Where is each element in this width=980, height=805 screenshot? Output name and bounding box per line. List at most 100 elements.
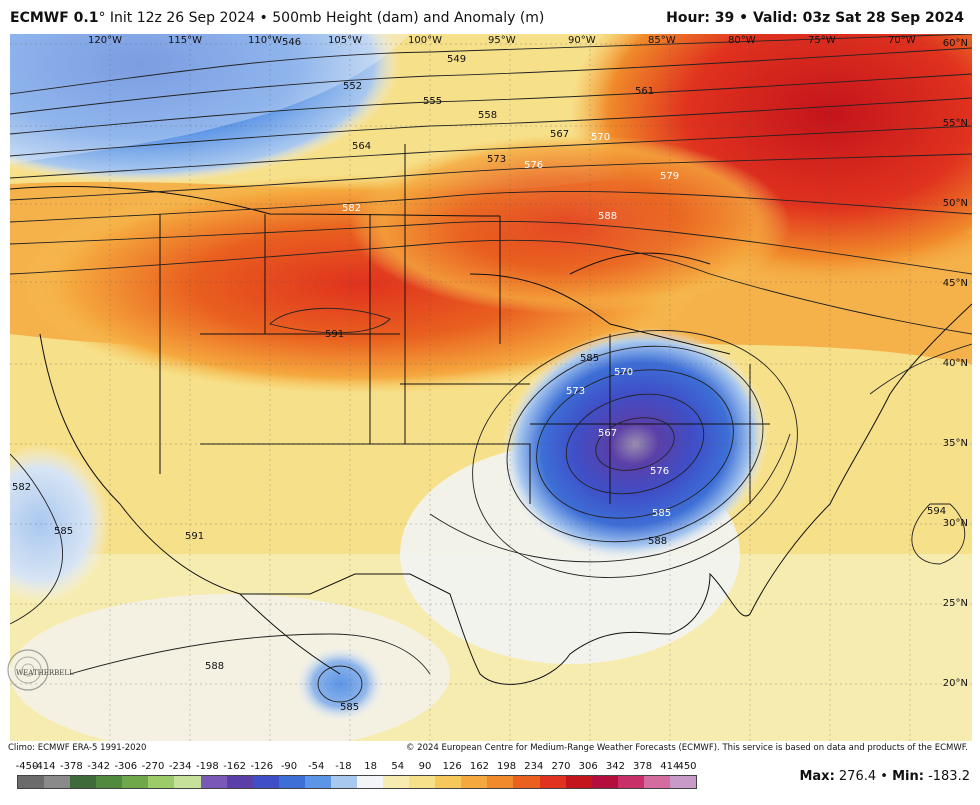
lat-label: 55°N	[943, 118, 968, 129]
color-tick-label: -450	[15, 761, 39, 772]
contour-label: 594	[927, 506, 946, 517]
contour-label: 588	[598, 211, 617, 222]
valid-separator: •	[739, 10, 749, 26]
color-swatch	[487, 776, 514, 788]
color-swatch	[278, 776, 305, 788]
color-tick-label: -306	[114, 761, 138, 772]
color-tick-label: -90	[280, 761, 298, 772]
contour-label: 549	[447, 54, 466, 65]
lat-label: 45°N	[943, 278, 968, 289]
borders	[10, 144, 972, 685]
color-tick-label: 54	[391, 761, 405, 772]
valid-label: Valid:	[752, 10, 798, 26]
contour-label: 588	[205, 661, 224, 672]
product-name: 500mb Height (dam) and Anomaly (m)	[272, 10, 545, 26]
lon-label: 115°W	[168, 35, 202, 46]
contour-label: 576	[650, 466, 669, 477]
color-legend-ticks: -450 -414 -378 -342 -306 -270 -234 -198 -162 -126…	[15, 761, 697, 773]
color-tick-label: -270	[141, 761, 165, 772]
color-swatch	[565, 776, 592, 788]
weather-map[interactable]: 120°W 115°W 110°W 105°W 100°W 95°W 90°W …	[10, 34, 972, 741]
latitude-labels: 60°N 55°N 50°N 45°N 40°N 35°N 30°N 25°N …	[943, 38, 968, 689]
color-tick-label: 450	[677, 761, 697, 772]
color-tick-label: -342	[87, 761, 110, 772]
color-tick-label: 342	[605, 761, 625, 772]
contour-label: 561	[635, 86, 654, 97]
lon-label: 70°W	[888, 35, 916, 46]
contour-labels: 546 549 552 555 558 561 564 567 570 573 …	[12, 37, 946, 713]
color-swatch	[435, 776, 462, 788]
min-label: Min:	[892, 769, 924, 784]
contour-label: 570	[591, 132, 610, 143]
valid-value: 03z Sat 28 Sep 2024	[802, 10, 964, 26]
copyright-note: © 2024 European Centre for Medium-Range …	[405, 743, 968, 753]
color-legend: -450 -414 -378 -342 -306 -270 -234 -198 -162 -126…	[15, 761, 697, 791]
title-separator: •	[259, 10, 268, 26]
color-swatch	[148, 776, 175, 788]
contour-label: 552	[343, 81, 362, 92]
logo-graphic: WEATHERBELL	[7, 649, 74, 691]
contour-label: 585	[652, 508, 671, 519]
color-tick-label: 234	[524, 761, 544, 772]
contour-label: 588	[648, 536, 667, 547]
color-swatch	[591, 776, 618, 788]
color-tick-label: 414	[660, 761, 680, 772]
lat-label: 35°N	[943, 438, 968, 449]
lat-label: 50°N	[943, 198, 968, 209]
degree-mark: °	[98, 10, 106, 26]
lon-label: 95°W	[488, 35, 516, 46]
hour-label: Hour:	[666, 10, 710, 26]
contour-label: 573	[566, 386, 585, 397]
contour-label: 546	[282, 37, 301, 48]
climo-note: Climo: ECMWF ERA-5 1991-2020	[8, 743, 147, 753]
contour-label: 567	[598, 428, 617, 439]
contour-label: 585	[340, 702, 359, 713]
min-value: -183.2	[928, 769, 970, 784]
northwest-trough	[10, 34, 400, 184]
footer: Climo: ECMWF ERA-5 1991-2020 © 2024 Euro…	[0, 741, 980, 805]
color-swatch	[18, 776, 45, 788]
init-time: Init 12z 26 Sep 2024	[109, 10, 256, 26]
contour-label: 558	[478, 110, 497, 121]
model-name: ECMWF 0.1	[10, 10, 99, 26]
map-canvas: 120°W 115°W 110°W 105°W 100°W 95°W 90°W …	[10, 34, 972, 741]
color-swatch	[304, 776, 331, 788]
lat-label: 25°N	[943, 598, 968, 609]
lon-label: 100°W	[408, 35, 442, 46]
color-tick-label: 162	[469, 761, 489, 772]
color-swatch	[226, 776, 253, 788]
color-tick-label: -414	[32, 761, 56, 772]
lon-label: 120°W	[88, 35, 122, 46]
color-tick-label: 306	[578, 761, 598, 772]
longitude-labels: 120°W 115°W 110°W 105°W 100°W 95°W 90°W …	[88, 35, 916, 46]
contour-label: 591	[325, 329, 344, 340]
color-tick-label: -162	[223, 761, 246, 772]
valid-info: Hour: 39 • Valid: 03z Sat 28 Sep 2024	[666, 10, 964, 26]
graticule	[10, 34, 972, 741]
color-tick-label: -18	[335, 761, 352, 772]
northwest-neutral	[10, 34, 410, 164]
color-swatch	[70, 776, 97, 788]
color-tick-label: 90	[418, 761, 432, 772]
color-swatch	[617, 776, 644, 788]
max-value: 276.4	[838, 769, 877, 784]
contour-label: 585	[580, 353, 599, 364]
max-label: Max:	[799, 769, 835, 784]
contour-label: 576	[524, 160, 543, 171]
color-tick-label: 18	[364, 761, 377, 772]
lakes-anomaly	[350, 134, 790, 314]
contour-label: 573	[487, 154, 506, 165]
color-swatch	[44, 776, 71, 788]
color-swatch	[669, 776, 697, 788]
color-legend-swatches	[17, 775, 697, 789]
color-swatch	[409, 776, 436, 788]
lat-label: 30°N	[943, 518, 968, 529]
color-swatch	[513, 776, 540, 788]
contour-label: 591	[185, 531, 204, 542]
lat-label: 20°N	[943, 678, 968, 689]
color-swatch	[643, 776, 670, 788]
color-tick-label: -234	[168, 761, 192, 772]
lon-label: 105°W	[328, 35, 362, 46]
color-swatch	[330, 776, 358, 788]
lon-label: 75°W	[808, 35, 836, 46]
